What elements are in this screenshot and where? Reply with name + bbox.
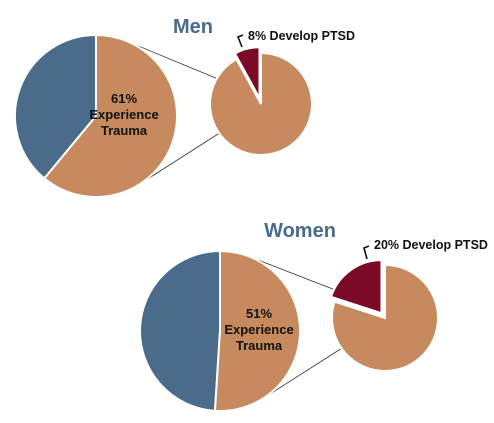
women-title: Women	[264, 220, 336, 242]
women-develop-ptsd-slice	[329, 259, 383, 315]
women-experience-label-line2: Trauma	[236, 338, 283, 353]
women-no-ptsd-slice	[331, 263, 439, 372]
women-experience-trauma-slice	[213, 249, 302, 412]
women-group: Women 51% Experience Trauma 20% Develop …	[139, 220, 488, 412]
men-develop-ptsd-slice	[233, 46, 261, 99]
women-ptsd-leader-line	[363, 245, 370, 260]
men-experience-percent: 61%	[111, 91, 137, 106]
men-title: Men	[173, 16, 213, 38]
men-no-trauma-slice	[14, 33, 97, 180]
women-develop-ptsd-label: 20% Develop PTSD	[374, 238, 488, 252]
men-develop-ptsd-label: 8% Develop PTSD	[248, 29, 355, 43]
women-no-trauma-slice	[139, 249, 221, 412]
women-experience-label-line1: Experience	[224, 322, 293, 337]
men-experience-trauma-slice	[42, 33, 178, 198]
men-experience-label-line1: Experience	[89, 107, 158, 122]
men-no-ptsd-slice	[209, 51, 313, 156]
women-experience-percent: 51%	[246, 306, 272, 321]
men-group: Men 61% Experience Trauma 8% Develop PTS…	[14, 16, 355, 198]
men-experience-label-line2: Trauma	[101, 123, 148, 138]
women-connector-top	[247, 255, 340, 292]
men-ptsd-leader-line	[236, 34, 244, 48]
